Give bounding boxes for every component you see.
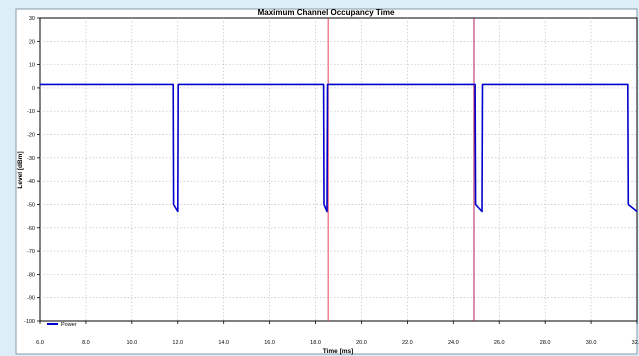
marker-lines [327, 18, 475, 321]
y-tick-label: -100 [24, 319, 35, 325]
x-tick-label: 18.0 [310, 340, 321, 346]
y-tick-label: 30 [29, 16, 35, 22]
x-tick-label: 8.0 [82, 340, 90, 346]
y-axis-ticks: 30 20 10 0 -10 -20 -30 -40 -50 -60 -70 -80 -90 -100 [24, 16, 40, 325]
y-tick-label: -60 [27, 226, 35, 232]
x-tick-label: 10.0 [126, 340, 137, 346]
y-tick-label: -40 [27, 179, 35, 185]
series-line-power [40, 83, 638, 213]
series-group [40, 83, 638, 213]
y-tick-label: -20 [27, 133, 35, 139]
legend: Power [47, 322, 77, 328]
y-tick-label: -10 [27, 109, 35, 115]
legend-label-power: Power [61, 322, 77, 328]
y-tick-label: -50 [27, 202, 35, 208]
y-tick-label: 20 [29, 39, 35, 45]
grid [40, 18, 637, 321]
x-tick-label: 12.0 [172, 340, 183, 346]
x-tick-label: 26.0 [494, 340, 505, 346]
plot-area [39, 17, 638, 322]
y-tick-label: 10 [29, 63, 35, 69]
y-tick-label: -90 [27, 296, 35, 302]
x-tick-label: 6.0 [36, 340, 44, 346]
x-axis-label: Time [ms] [323, 348, 354, 355]
y-tick-label: -70 [27, 249, 35, 255]
x-tick-label: 22.0 [402, 340, 413, 346]
x-tick-label: 14.0 [218, 340, 229, 346]
x-axis-ticks: 6.0 8.0 10.0 12.0 14.0 16.0 18.0 20.0 22.0 24.0 26… [36, 321, 639, 346]
y-tick-label: 0 [32, 86, 35, 92]
x-tick-label: 20.0 [356, 340, 367, 346]
y-tick-label: -80 [27, 272, 35, 278]
chart-title: Maximum Channel Occupancy Time [258, 8, 395, 17]
x-tick-label: 30.0 [586, 340, 597, 346]
x-tick-label: 28.0 [540, 340, 551, 346]
x-tick-label: 24.0 [448, 340, 459, 346]
y-tick-label: -30 [27, 156, 35, 162]
y-axis-label: Level [dBm] [17, 151, 24, 188]
x-tick-label: 16.0 [264, 340, 275, 346]
x-tick-label: 32.0 [632, 340, 639, 346]
